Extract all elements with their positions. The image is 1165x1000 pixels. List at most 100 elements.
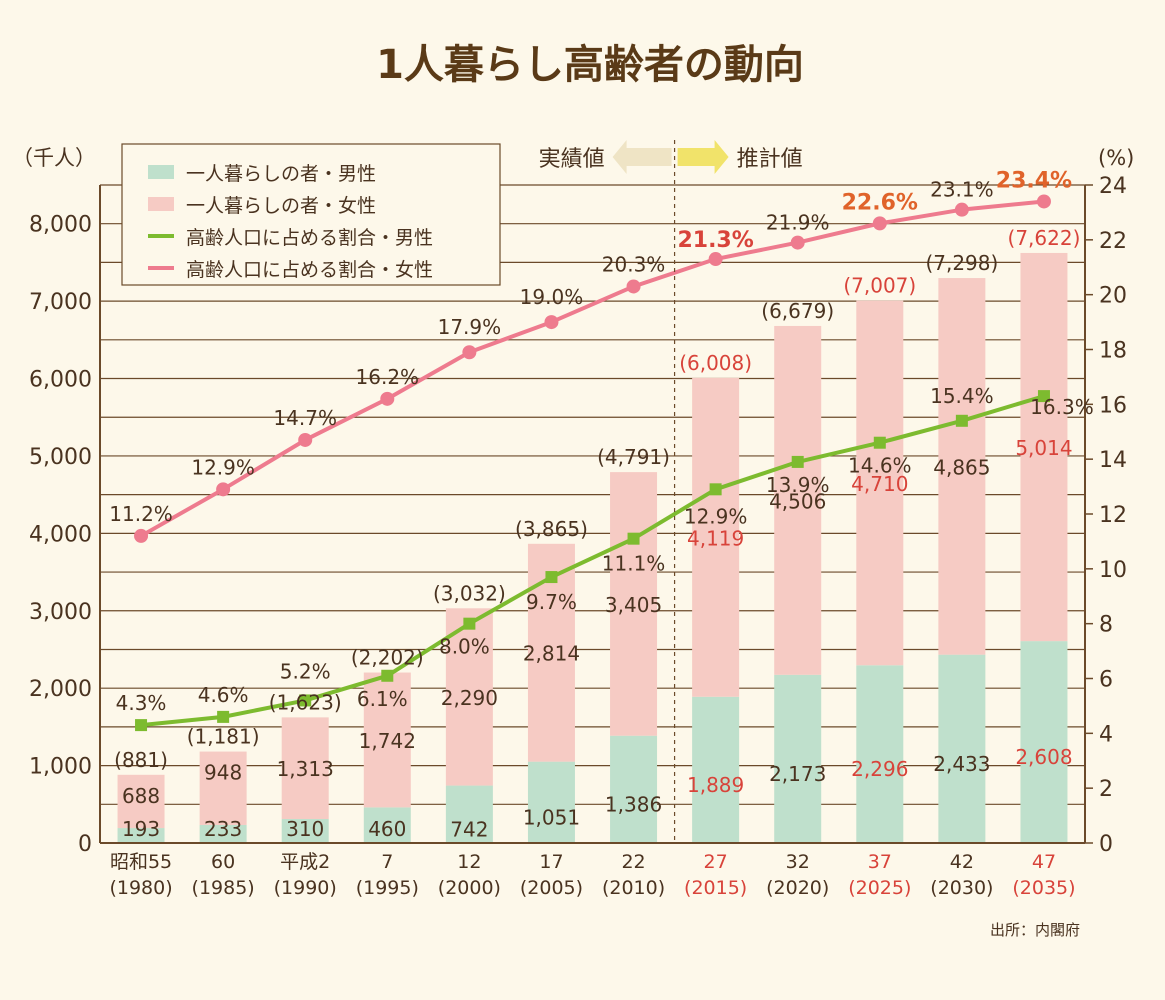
bar-female-label: 1,742 — [359, 729, 416, 753]
bar-female-label: 4,506 — [769, 489, 826, 513]
bar-total-label: (7,298) — [925, 251, 998, 275]
point-female — [954, 202, 969, 217]
x-tick-year: (1985) — [192, 877, 255, 899]
arrow-right — [677, 140, 729, 174]
bar-male — [610, 735, 658, 843]
y-right-tick-label: 6 — [1099, 668, 1113, 693]
x-tick-label: 60 — [211, 851, 235, 873]
x-tick-label: 47 — [1032, 851, 1056, 873]
line-female-label: 20.3% — [602, 252, 666, 276]
point-female — [1036, 194, 1051, 209]
point-male — [463, 617, 476, 630]
grid — [100, 184, 1085, 844]
bar-male — [363, 807, 411, 843]
line-male-label: 14.6% — [848, 454, 912, 478]
bar-female-label: 2,290 — [441, 686, 498, 710]
point-female — [872, 216, 887, 231]
x-tick-label: 27 — [704, 851, 728, 873]
x-tick-year: (1990) — [274, 877, 337, 899]
bar-female-label: 3,405 — [605, 593, 662, 617]
bar-total-label: (3,865) — [515, 517, 588, 541]
legend-swatch — [148, 165, 174, 179]
line-male-label: 12.9% — [684, 504, 748, 528]
x-tick-year: (2015) — [684, 877, 747, 899]
bar-male-label: 2,296 — [851, 757, 908, 781]
line-female-label: 14.7% — [273, 406, 337, 430]
bar-male — [1020, 641, 1068, 843]
legend-label: 一人暮らしの者・男性 — [186, 163, 376, 185]
point-female — [708, 252, 723, 267]
bar-female-label: 5,014 — [1015, 436, 1072, 460]
bar-female-label: 948 — [204, 761, 242, 785]
bar-male-label: 2,433 — [933, 752, 990, 776]
y-left-tick-label: 2,000 — [29, 677, 92, 702]
bar-female-label: 1,313 — [277, 757, 334, 781]
legend-label: 高齢人口に占める割合・男性 — [186, 227, 433, 249]
legend-label: 一人暮らしの者・女性 — [186, 195, 376, 217]
bar-female — [199, 751, 247, 825]
bar-male-label: 233 — [204, 817, 242, 841]
y-right-tick-label: 10 — [1099, 558, 1127, 583]
line-male — [140, 394, 1045, 728]
line-female-label: 21.9% — [766, 211, 830, 235]
y-right-tick-label: 4 — [1099, 722, 1113, 747]
bar-female — [610, 472, 658, 736]
bar-female — [1020, 252, 1068, 642]
point-female — [216, 482, 231, 497]
x-tick-year: (2020) — [766, 877, 829, 899]
bar-female — [445, 608, 493, 786]
actual-projected-divider: 実績値 推計値 — [539, 140, 803, 843]
x-tick-year: (2000) — [438, 877, 501, 899]
point-female — [298, 432, 313, 447]
bar-male-label: 460 — [368, 817, 406, 841]
bar-male-label: 1,889 — [687, 773, 744, 797]
point-male — [381, 669, 394, 682]
y-left-tick-label: 7,000 — [29, 290, 92, 315]
bar-female — [938, 278, 986, 655]
labels: 193 688 (881) 233 948 (1,181) 310 1,313 (1,623) 4… — [109, 168, 1093, 841]
y-left-tick-label: 3,000 — [29, 600, 92, 625]
x-tick-year: (2035) — [1012, 877, 1075, 899]
bar-female — [281, 717, 329, 820]
line-male-label: 5.2% — [280, 659, 331, 683]
x-tick-label: 平成2 — [280, 851, 330, 873]
x-tick-year: (2030) — [930, 877, 993, 899]
bar-male — [692, 696, 740, 843]
line-female — [140, 199, 1045, 538]
bar-female-label: 4,865 — [933, 455, 990, 479]
bars — [117, 252, 1068, 843]
x-tick-year: (2010) — [602, 877, 665, 899]
x-tick-label: 37 — [868, 851, 892, 873]
y-right-tick-label: 8 — [1099, 613, 1113, 638]
legend-swatch — [148, 197, 174, 211]
y-right-tick-label: 12 — [1099, 503, 1127, 528]
y-right-tick-label: 16 — [1099, 393, 1127, 418]
line-male-label: 16.3% — [1030, 395, 1094, 419]
legend-box — [121, 143, 501, 286]
arrow-left — [612, 140, 672, 174]
point-female — [626, 279, 641, 294]
bar-male-label: 193 — [122, 817, 160, 841]
y-left-tick-label: 0 — [78, 832, 92, 857]
y-left-tick-label: 6,000 — [29, 368, 92, 393]
line-male-label: 8.0% — [439, 635, 490, 659]
x-tick-label: 42 — [950, 851, 974, 873]
bar-total-label: (7,622) — [1008, 226, 1081, 250]
point-female — [134, 528, 149, 543]
point-male — [709, 483, 722, 496]
bar-male — [281, 819, 329, 843]
bar-male-label: 2,608 — [1015, 745, 1072, 769]
point-male — [135, 719, 148, 732]
bar-male-label: 742 — [450, 817, 488, 841]
bar-total-label: (6,679) — [761, 299, 834, 323]
bar-female — [692, 377, 740, 697]
bar-total-label: (1,623) — [269, 690, 342, 714]
x-tick-label: 7 — [381, 851, 393, 873]
bar-female — [117, 774, 165, 829]
bar-female-label: 4,119 — [687, 526, 744, 550]
line-female-label: 21.3% — [677, 228, 753, 253]
bar-female — [363, 672, 411, 808]
point-male — [545, 571, 558, 584]
line-male-label: 15.4% — [930, 384, 994, 408]
